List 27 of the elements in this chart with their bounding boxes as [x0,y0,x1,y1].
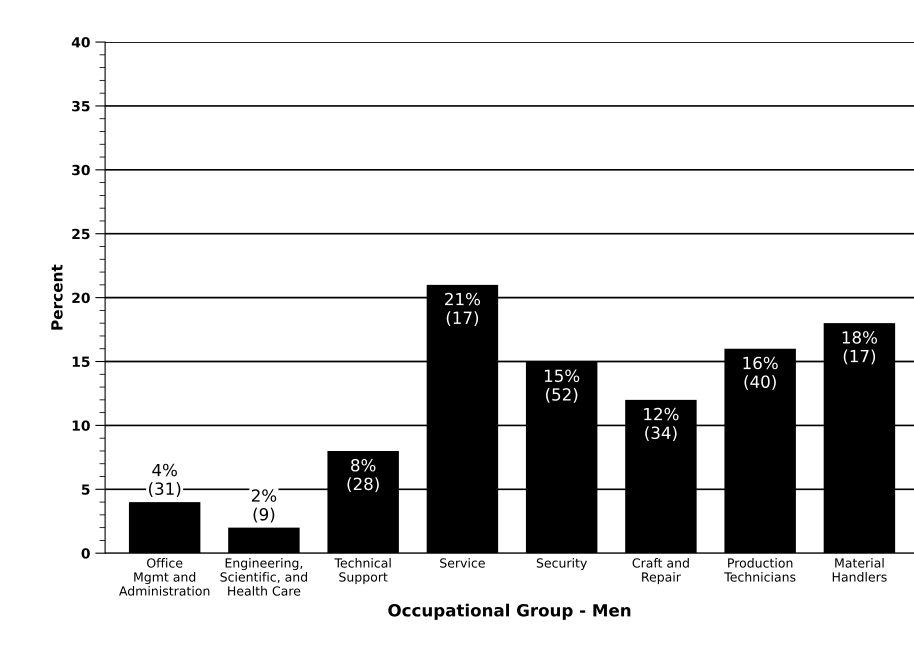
y-tick-label: 10 [72,420,90,431]
y-tick-label: 20 [72,292,90,304]
data-label: 8% (28) [347,458,379,492]
x-axis-title: Occupational Group - Men [388,604,630,620]
data-label: 16% (40) [743,356,778,390]
y-tick-label: 0 [82,548,90,559]
x-tick-label: Material Handlers [832,558,887,582]
y-tick-label: 15 [72,356,90,367]
data-label: 15% (52) [544,369,580,403]
data-label: 12% (34) [644,408,679,442]
y-tick-label: 5 [82,484,90,495]
data-label: 2% (9) [252,489,276,523]
y-tick-label: 30 [72,164,90,176]
x-tick-label: Engineering, Scientific, and Health Care [220,558,308,596]
x-tick-label: Security [536,558,587,570]
data-label: 18% (17) [842,331,878,364]
y-tick-label: 40 [72,37,90,48]
data-label: 21% (17) [445,292,480,326]
x-tick-label: Technical Support [334,558,391,584]
y-tick-label: 25 [72,228,90,240]
x-tick-label: Production Technicians [724,558,796,582]
x-tick-label: Service [440,558,485,568]
data-label: 4% (31) [148,464,180,497]
x-tick-label: Craft and Repair [632,558,689,584]
y-tick-label: 35 [72,100,90,112]
x-tick-label: Office Mgmt and Administration [119,558,210,596]
y-axis-title: Percent [51,264,63,330]
